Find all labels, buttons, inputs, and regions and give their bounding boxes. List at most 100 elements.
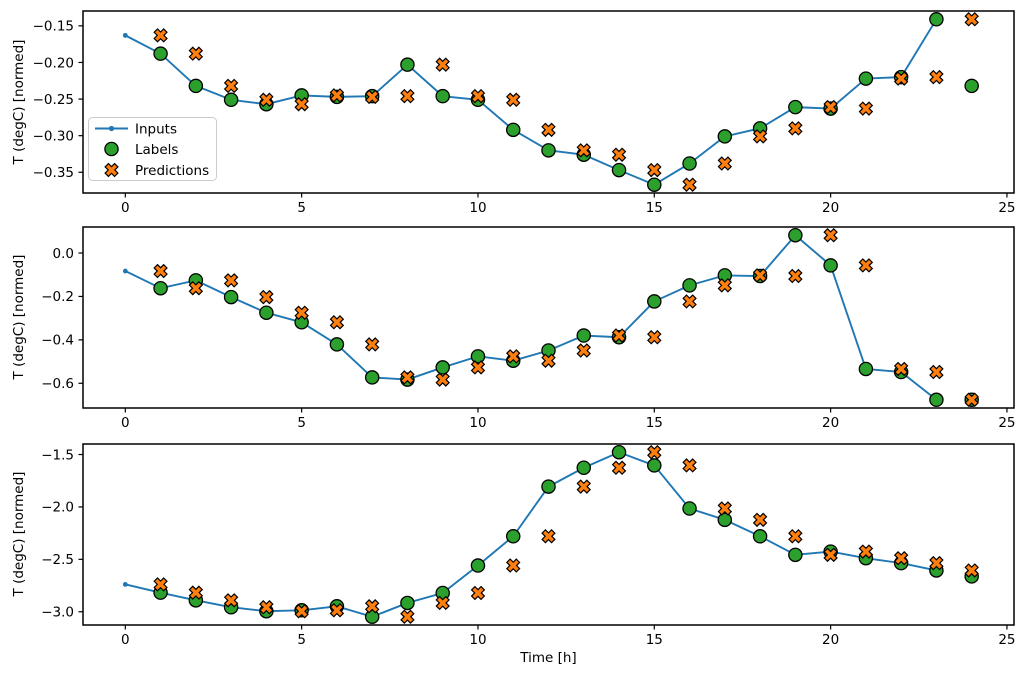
labels-marker xyxy=(541,479,556,494)
predictions-marker xyxy=(717,156,733,171)
predictions-marker xyxy=(964,563,979,578)
predictions-marker xyxy=(823,99,838,115)
predictions-marker xyxy=(682,177,697,192)
subplot-2: 0 5 10 15 20 25 0.0 −0.2 −0.4 −0.6 xyxy=(41,226,1016,431)
labels-marker xyxy=(505,122,521,138)
labels-marker xyxy=(788,547,803,563)
labels-marker xyxy=(858,361,874,377)
predictions-marker xyxy=(259,92,274,108)
y-tick-label: −0.35 xyxy=(33,165,74,181)
x-tick-label: 20 xyxy=(822,200,839,216)
predictions-marker xyxy=(435,595,450,611)
y-tick-label: 0.0 xyxy=(53,246,74,262)
labels-marker xyxy=(188,78,204,94)
predictions-marker xyxy=(294,96,309,112)
x-tick-label: 25 xyxy=(998,200,1015,216)
predictions-marker xyxy=(788,268,803,284)
legend-inputs-dot-swatch xyxy=(108,125,115,132)
labels-marker xyxy=(929,392,944,408)
predictions-marker xyxy=(364,337,380,352)
predictions-marker xyxy=(541,353,556,368)
y-tick-label: −0.25 xyxy=(33,92,74,108)
legend: Inputs Labels Predictions xyxy=(88,117,217,181)
predictions-marker xyxy=(470,88,486,104)
labels-marker xyxy=(470,558,486,573)
predictions-marker xyxy=(259,289,274,305)
predictions-marker xyxy=(964,392,979,408)
predictions-marker xyxy=(647,330,662,345)
x-tick-label: 15 xyxy=(646,632,663,648)
labels-marker xyxy=(682,501,697,516)
y-axis-label-subplot-2: T (degC) [normed] xyxy=(11,254,27,380)
labels-marker xyxy=(611,444,627,460)
predictions-marker xyxy=(153,28,168,43)
y-tick-label: −0.2 xyxy=(41,289,74,305)
predictions-marker xyxy=(788,121,803,136)
predictions-marker xyxy=(858,544,874,559)
predictions-marker xyxy=(329,603,345,618)
y-tick-label: −2.0 xyxy=(41,500,74,516)
labels-marker xyxy=(647,458,662,473)
labels-marker xyxy=(435,360,450,375)
predictions-marker xyxy=(223,593,239,608)
predictions-marker xyxy=(153,263,168,279)
labels-marker xyxy=(788,99,803,115)
predictions-marker xyxy=(294,603,309,619)
predictions-marker xyxy=(576,343,592,358)
x-tick-label: 0 xyxy=(121,415,130,431)
x-tick-label: 10 xyxy=(469,415,486,431)
labels-marker xyxy=(400,57,415,72)
labels-marker xyxy=(576,460,592,475)
predictions-marker xyxy=(752,512,768,528)
predictions-marker xyxy=(294,305,309,320)
labels-marker xyxy=(682,278,697,293)
y-tick-label: −2.5 xyxy=(41,552,74,568)
predictions-marker xyxy=(576,143,592,158)
x-tick-label: 25 xyxy=(998,632,1015,648)
legend-labels-swatch xyxy=(104,141,119,157)
labels-marker xyxy=(470,349,486,364)
predictions-marker xyxy=(223,78,239,94)
y-tick-label: −0.15 xyxy=(33,19,74,35)
labels-marker xyxy=(153,280,168,296)
predictions-marker xyxy=(929,555,944,571)
y-axis-label-subplot-1: T (degC) [normed] xyxy=(11,39,27,165)
legend-label: Inputs xyxy=(135,121,177,137)
labels-marker xyxy=(858,71,874,86)
labels-marker xyxy=(752,529,768,544)
x-tick-label: 5 xyxy=(297,632,306,648)
predictions-marker xyxy=(682,458,697,473)
y-tick-label: −0.30 xyxy=(33,128,74,144)
predictions-marker xyxy=(364,599,380,614)
legend-predictions-swatch xyxy=(104,162,119,178)
labels-marker xyxy=(611,162,627,178)
x-tick-label: 20 xyxy=(822,415,839,431)
predictions-marker xyxy=(929,364,944,380)
predictions-marker xyxy=(788,529,803,544)
predictions-marker xyxy=(470,585,486,601)
predictions-marker xyxy=(576,479,592,494)
labels-marker xyxy=(364,370,380,385)
labels-marker xyxy=(647,294,662,309)
inputs-point-marker xyxy=(122,268,128,274)
inputs-point-marker xyxy=(122,581,128,587)
y-axis-label-subplot-3: T (degC) [normed] xyxy=(11,471,27,597)
axes-spines xyxy=(82,226,1015,409)
legend-label: Predictions xyxy=(135,163,209,179)
predictions-marker xyxy=(611,147,627,162)
y-tick-label: −3.0 xyxy=(41,605,74,621)
labels-marker xyxy=(717,512,733,528)
labels-marker xyxy=(576,328,592,343)
y-tick-label: −1.5 xyxy=(41,447,74,463)
legend-box xyxy=(88,117,217,181)
labels-marker xyxy=(823,258,838,273)
predictions-marker xyxy=(647,444,662,460)
predictions-marker xyxy=(188,46,204,61)
x-tick-label: 5 xyxy=(297,200,306,216)
predictions-marker xyxy=(752,129,768,144)
labels-marker xyxy=(929,12,944,27)
predictions-marker xyxy=(470,360,486,375)
labels-marker xyxy=(682,156,697,171)
legend-label: Labels xyxy=(135,142,178,158)
